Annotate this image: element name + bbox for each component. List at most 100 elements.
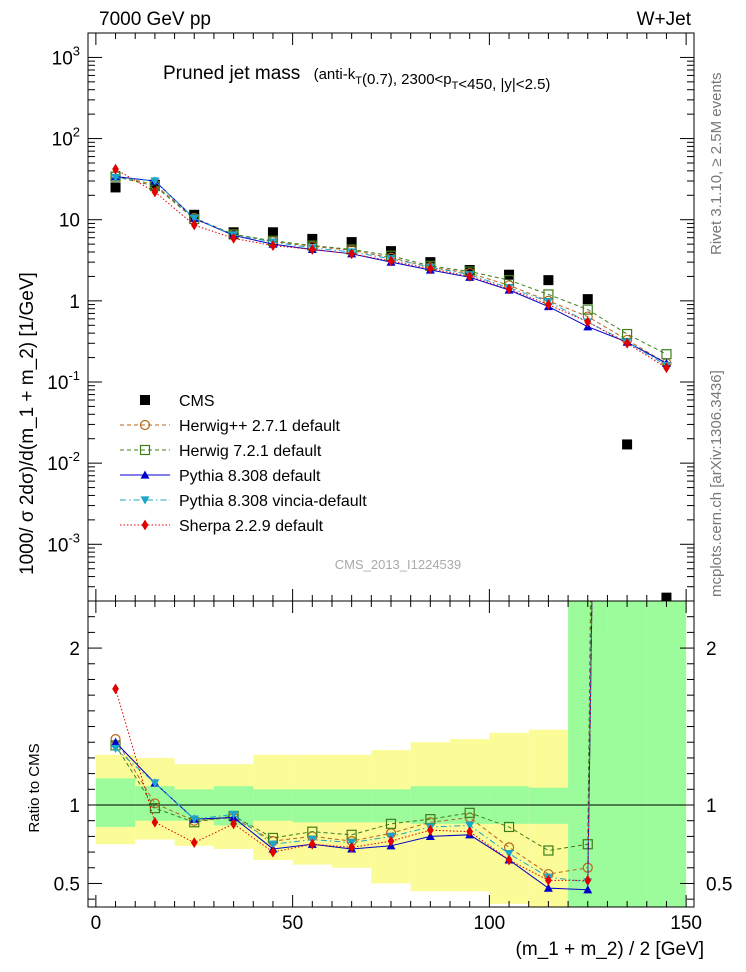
plot-title-main: Pruned jet mass: [163, 63, 300, 84]
series-line: [115, 176, 667, 364]
data-point: [387, 255, 395, 267]
data-point: [622, 439, 633, 450]
ratio-y-tick-label: 1: [69, 796, 80, 817]
data-point: [582, 839, 593, 850]
data-point: [583, 885, 593, 894]
data-point: [505, 283, 513, 295]
series-4: [111, 174, 671, 370]
ratio-series-group: [110, 601, 593, 894]
ratio-y-axis-label: Ratio to CMS: [26, 743, 43, 832]
data-point: [346, 237, 357, 248]
data-point: [112, 683, 119, 695]
legend-label: Herwig 7.2.1 default: [179, 443, 322, 460]
legend-entry: Herwig++ 2.7.1 default: [120, 418, 341, 435]
x-tick-label: 100: [474, 913, 506, 934]
data-point: [268, 840, 278, 849]
y-tick-label: 10: [59, 211, 80, 232]
legend-entry: CMS: [140, 393, 215, 410]
legend-marker: [141, 519, 149, 531]
legend: CMS Herwig++ 2.7.1 default Herwig 7.2.1 de…: [120, 393, 367, 535]
ratio-y-tick-label-right: 2: [706, 639, 717, 660]
stat-band-bin: [371, 789, 411, 823]
y-tick-label: 10-3: [47, 530, 80, 556]
series-line: [115, 175, 667, 364]
mcplots-label: mcplots.cern.ch [arXiv:1306.3436]: [708, 370, 725, 597]
data-point: [111, 744, 121, 754]
legend-marker: [140, 470, 150, 479]
data-point: [269, 846, 277, 858]
data-point: [504, 269, 515, 280]
rivet-version-label: Rivet 3.1.10, ≥ 2.5M events: [708, 73, 725, 256]
y-tick-label: 1: [69, 292, 80, 313]
data-point: [348, 841, 356, 853]
legend-label: Pythia 8.308 default: [179, 468, 321, 485]
data-point: [230, 232, 237, 244]
ratio-y-tick-label: 2: [69, 639, 80, 660]
data-point: [545, 874, 552, 886]
data-point: [110, 182, 121, 193]
legend-entry: Herwig 7.2.1 default: [120, 443, 322, 460]
x-tick-label: 50: [282, 913, 303, 934]
data-point: [308, 244, 316, 255]
data-point: [464, 265, 475, 276]
data-point: [466, 271, 474, 282]
data-point: [112, 163, 119, 175]
data-point: [308, 838, 316, 850]
data-point: [426, 824, 434, 836]
ratio-uncertainty-bands: [95, 601, 687, 907]
stat-band-bin: [331, 789, 372, 823]
plot-title: Pruned jet mass (anti-kT(0.7), 2300<pT<4…: [163, 63, 550, 93]
series-line: [115, 177, 667, 366]
y-tick-label: 10-2: [47, 449, 80, 475]
data-point: [269, 240, 277, 251]
data-point: [307, 233, 318, 244]
legend-entry: Sherpa 2.2.9 default: [120, 518, 324, 535]
data-point: [582, 294, 593, 305]
y-tick-label: 10-1: [47, 368, 80, 394]
process-label: W+Jet: [637, 9, 692, 30]
data-point: [505, 854, 513, 866]
legend-label: Sherpa 2.2.9 default: [179, 518, 324, 535]
legend-marker: [139, 419, 151, 431]
series-3: [111, 172, 671, 367]
data-point: [543, 275, 554, 286]
x-tick-label: 0: [91, 913, 102, 934]
ratio-series-4: [112, 601, 593, 886]
y-tick-label: 102: [52, 125, 80, 151]
series-1: [110, 170, 672, 369]
x-tick-label: 150: [670, 913, 702, 934]
stat-band-bin: [292, 789, 332, 823]
x-axis-label: (m_1 + m_2) / 2 [GeV]: [516, 939, 705, 960]
data-point: [582, 304, 593, 315]
stat-band-bin: [528, 787, 569, 824]
data-point: [465, 821, 475, 830]
data-point: [387, 835, 395, 847]
data-point: [230, 818, 237, 830]
data-point: [111, 737, 121, 746]
data-point: [189, 815, 199, 824]
data-point: [663, 362, 670, 374]
data-point: [190, 837, 198, 849]
ratio-y-tick-label: 0.5: [54, 874, 80, 895]
analysis-watermark: CMS_2013_I1224539: [335, 557, 462, 572]
data-point: [348, 248, 356, 260]
series-5: [112, 163, 670, 374]
legend-entry: Pythia 8.308 default: [120, 468, 321, 485]
data-point: [425, 831, 435, 840]
data-point: [545, 299, 552, 310]
data-point: [385, 818, 397, 829]
legend-marker: [140, 496, 150, 505]
main-frame: [87, 32, 695, 602]
ratio-y-tick-label-right: 1: [706, 796, 717, 817]
data-point: [229, 810, 239, 819]
main-y-axis-label: 1000/ σ 2dσ)/d(m_1 + m_2) [1/GeV]: [17, 272, 38, 575]
data-point: [504, 850, 514, 859]
data-point: [543, 845, 554, 856]
energy-label: 7000 GeV pp: [99, 9, 211, 30]
data-point: [661, 349, 672, 360]
data-point: [543, 883, 553, 892]
legend-label: CMS: [179, 393, 215, 410]
data-point: [466, 826, 474, 838]
legend-marker: [139, 444, 151, 456]
ratio-y-tick-label-right: 0.5: [706, 874, 732, 895]
